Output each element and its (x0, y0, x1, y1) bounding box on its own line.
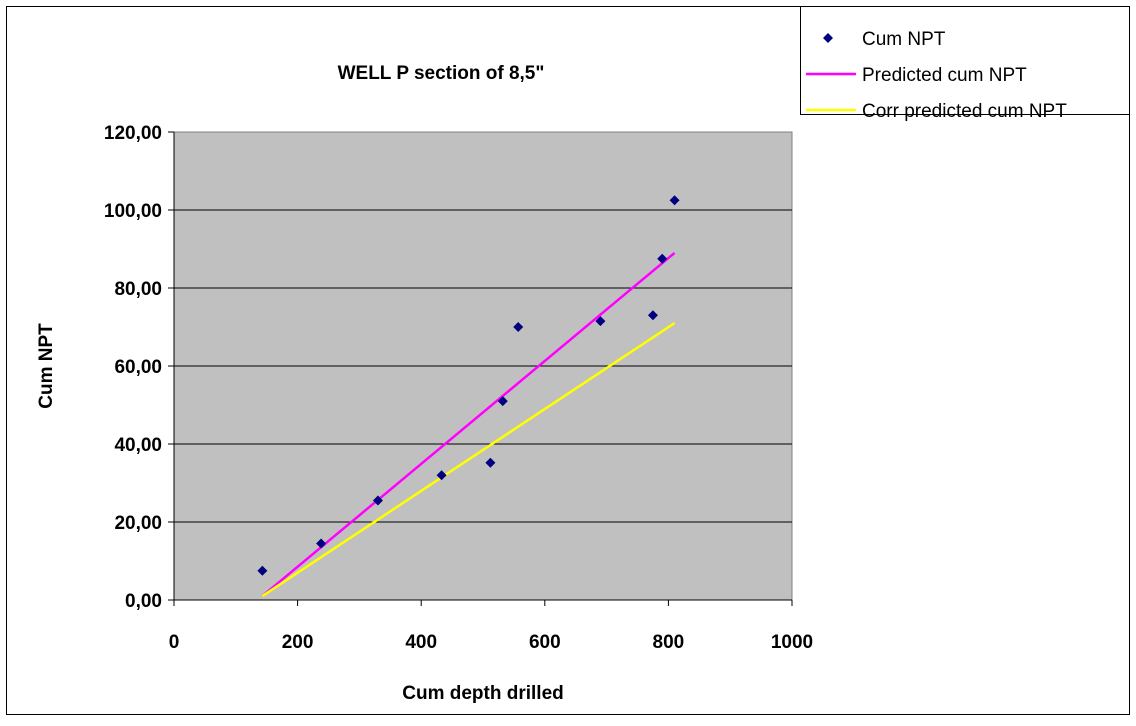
x-tick-label: 400 (405, 632, 437, 653)
data-point (513, 322, 524, 332)
data-point (657, 253, 668, 264)
data-point (595, 316, 606, 327)
gridlines (174, 209, 792, 523)
x-tick-label: 800 (653, 632, 685, 653)
x-tick-label: 1000 (771, 632, 813, 653)
y-tick-label: 60,00 (114, 357, 162, 378)
y-tick-label: 120,00 (104, 123, 162, 144)
legend-label: Corr predicted cum NPT (862, 101, 1067, 122)
chart-title: WELL P section of 8,5" (338, 63, 545, 84)
y-axis-label: Cum NPT (36, 323, 57, 409)
x-tick-label: 0 (169, 632, 180, 653)
data-point (436, 470, 447, 481)
data-point (257, 565, 268, 576)
data-point (372, 495, 383, 506)
legend-marker (823, 33, 833, 43)
y-tick-label: 0,00 (125, 591, 162, 612)
legend-items: Cum NPT Predicted cum NPT Corr predicted c… (806, 29, 1067, 122)
series-line (261, 322, 676, 598)
legend: Cum NPT Predicted cum NPT Corr predicted c… (800, 6, 1130, 122)
x-tick-label: 200 (282, 632, 314, 653)
data-point (497, 396, 508, 407)
x-tick-label: 600 (529, 632, 561, 653)
series-layer (257, 195, 680, 598)
data-point (485, 457, 496, 468)
x-axis-label: Cum depth drilled (402, 683, 564, 704)
y-tick-label: 20,00 (114, 513, 162, 534)
y-tick-label: 80,00 (114, 279, 162, 300)
axes: 0,00 20,00 40,00 60,00 80,00 100,00 120,00 0 200… (104, 123, 813, 653)
data-point (669, 195, 680, 206)
legend-box (800, 6, 1130, 115)
legend-label: Predicted cum NPT (862, 65, 1027, 86)
legend-label: Cum NPT (862, 29, 946, 50)
data-point (647, 310, 658, 321)
data-point (316, 538, 327, 549)
series-line (261, 251, 676, 598)
y-tick-label: 100,00 (104, 201, 162, 222)
y-tick-label: 40,00 (114, 435, 162, 456)
